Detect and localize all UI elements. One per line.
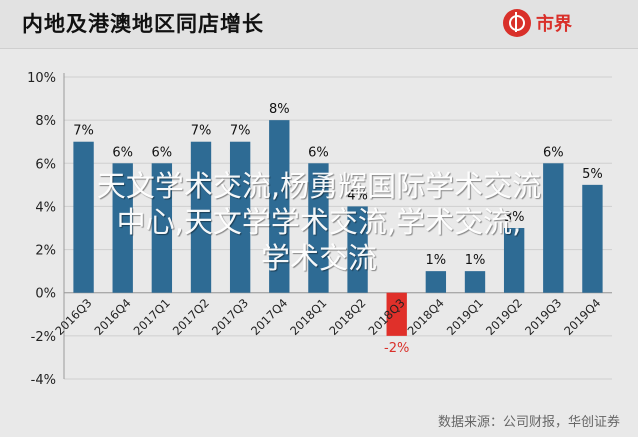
y-tick-label: 8% xyxy=(35,114,56,129)
data-label: -2% xyxy=(384,341,409,356)
y-tick-label: 0% xyxy=(35,287,56,302)
y-tick-label: 6% xyxy=(35,157,56,172)
bar xyxy=(112,163,133,293)
data-label: 4% xyxy=(347,188,368,203)
x-tick-label: 2018Q2 xyxy=(326,296,368,338)
x-tick-label: 2019Q1 xyxy=(444,296,486,338)
watermark-line-2: 中心,天文学学术交流,学术交流, xyxy=(116,205,522,239)
bar xyxy=(543,163,564,293)
y-tick-label: -4% xyxy=(31,373,56,388)
x-tick-label: 2019Q3 xyxy=(522,296,564,338)
x-tick-label: 2018Q4 xyxy=(405,296,447,338)
y-tick-label: -2% xyxy=(31,330,56,345)
data-label: 1% xyxy=(426,253,447,268)
data-label: 6% xyxy=(308,145,329,160)
bar xyxy=(582,184,603,293)
watermark-line-3: 学术交流 xyxy=(260,241,377,275)
data-source: 数据来源：公司财报，华创证券 xyxy=(437,415,620,430)
watermark-overlay: 天文学术交流,杨勇辉国际学术交流 中心,天文学学术交流,学术交流, 学术交流 xyxy=(0,168,638,276)
bar xyxy=(464,271,486,293)
logo-text: 市界 xyxy=(536,14,572,35)
x-tick-label: 2017Q1 xyxy=(131,296,173,338)
chart-title: 内地及港澳地区同店增长 xyxy=(22,12,264,36)
chart-header: 内地及港澳地区同店增长 市界 xyxy=(0,0,638,49)
data-label: 7% xyxy=(191,124,212,139)
bar xyxy=(73,141,94,293)
data-label: 8% xyxy=(269,102,290,117)
bar xyxy=(229,141,251,293)
data-label: 3% xyxy=(504,210,525,225)
bar xyxy=(425,271,447,293)
x-tick-label: 2017Q3 xyxy=(209,296,251,338)
data-label: 1% xyxy=(465,253,486,268)
shijie-logo-icon xyxy=(503,9,531,37)
bar xyxy=(269,120,290,293)
x-tick-label: 2016Q3 xyxy=(52,296,94,338)
x-tick-label: 2017Q2 xyxy=(170,296,212,338)
data-label: 6% xyxy=(152,145,173,160)
bar xyxy=(386,292,407,336)
x-tick-label: 2019Q2 xyxy=(483,296,525,338)
watermark-line-1: 天文学术交流,杨勇辉国际学术交流 xyxy=(96,169,542,203)
data-label: 6% xyxy=(112,145,133,160)
bar xyxy=(503,228,525,293)
bar xyxy=(151,163,173,293)
bar-chart: -4% -2% 0% 2% 4% 6% 8% 10% 7% 2016Q3 6% 2016Q4 6% 201… xyxy=(27,71,612,388)
bar xyxy=(190,141,212,293)
x-tick-label: 2019Q4 xyxy=(561,296,603,338)
bar xyxy=(347,206,368,293)
brand-logo: 市界 xyxy=(503,8,572,38)
y-tick-label: 2% xyxy=(35,244,56,259)
data-label: 6% xyxy=(543,145,564,160)
x-tick-label: 2016Q4 xyxy=(92,296,134,338)
y-tick-label: 10% xyxy=(27,71,56,86)
y-tick-label: 4% xyxy=(35,200,56,215)
data-label: 7% xyxy=(230,124,251,139)
x-tick-label: 2018Q1 xyxy=(287,296,329,338)
bar xyxy=(308,163,329,293)
chart-area: -4% -2% 0% 2% 4% 6% 8% 10% 7% 2016Q3 6% 2016Q4 6% 201… xyxy=(0,50,638,410)
x-tick-label: 2017Q4 xyxy=(248,296,290,338)
data-label: 7% xyxy=(73,124,94,139)
data-label: 5% xyxy=(582,167,603,182)
